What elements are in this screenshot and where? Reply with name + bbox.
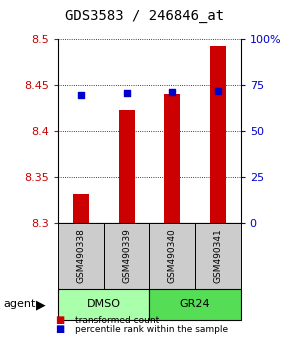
Text: DMSO: DMSO	[87, 299, 121, 309]
Text: ■: ■	[55, 315, 64, 325]
Bar	[210, 46, 226, 223]
Text: GSM490338: GSM490338	[76, 228, 85, 283]
Text: transformed count: transformed count	[75, 316, 160, 325]
Bar	[119, 110, 135, 223]
Text: ■: ■	[55, 324, 64, 334]
Point	[170, 89, 175, 95]
Point	[124, 90, 129, 96]
Text: GSM490340: GSM490340	[168, 228, 177, 283]
Text: GSM490339: GSM490339	[122, 228, 131, 283]
Text: GDS3583 / 246846_at: GDS3583 / 246846_at	[66, 9, 224, 23]
Text: ▶: ▶	[36, 298, 46, 311]
Text: agent: agent	[3, 299, 35, 309]
Point	[215, 88, 220, 94]
Text: GR24: GR24	[180, 299, 210, 309]
Bar	[73, 194, 89, 223]
Text: percentile rank within the sample: percentile rank within the sample	[75, 325, 229, 334]
Bar	[164, 94, 180, 223]
Point	[79, 92, 83, 98]
Text: GSM490341: GSM490341	[213, 228, 222, 283]
